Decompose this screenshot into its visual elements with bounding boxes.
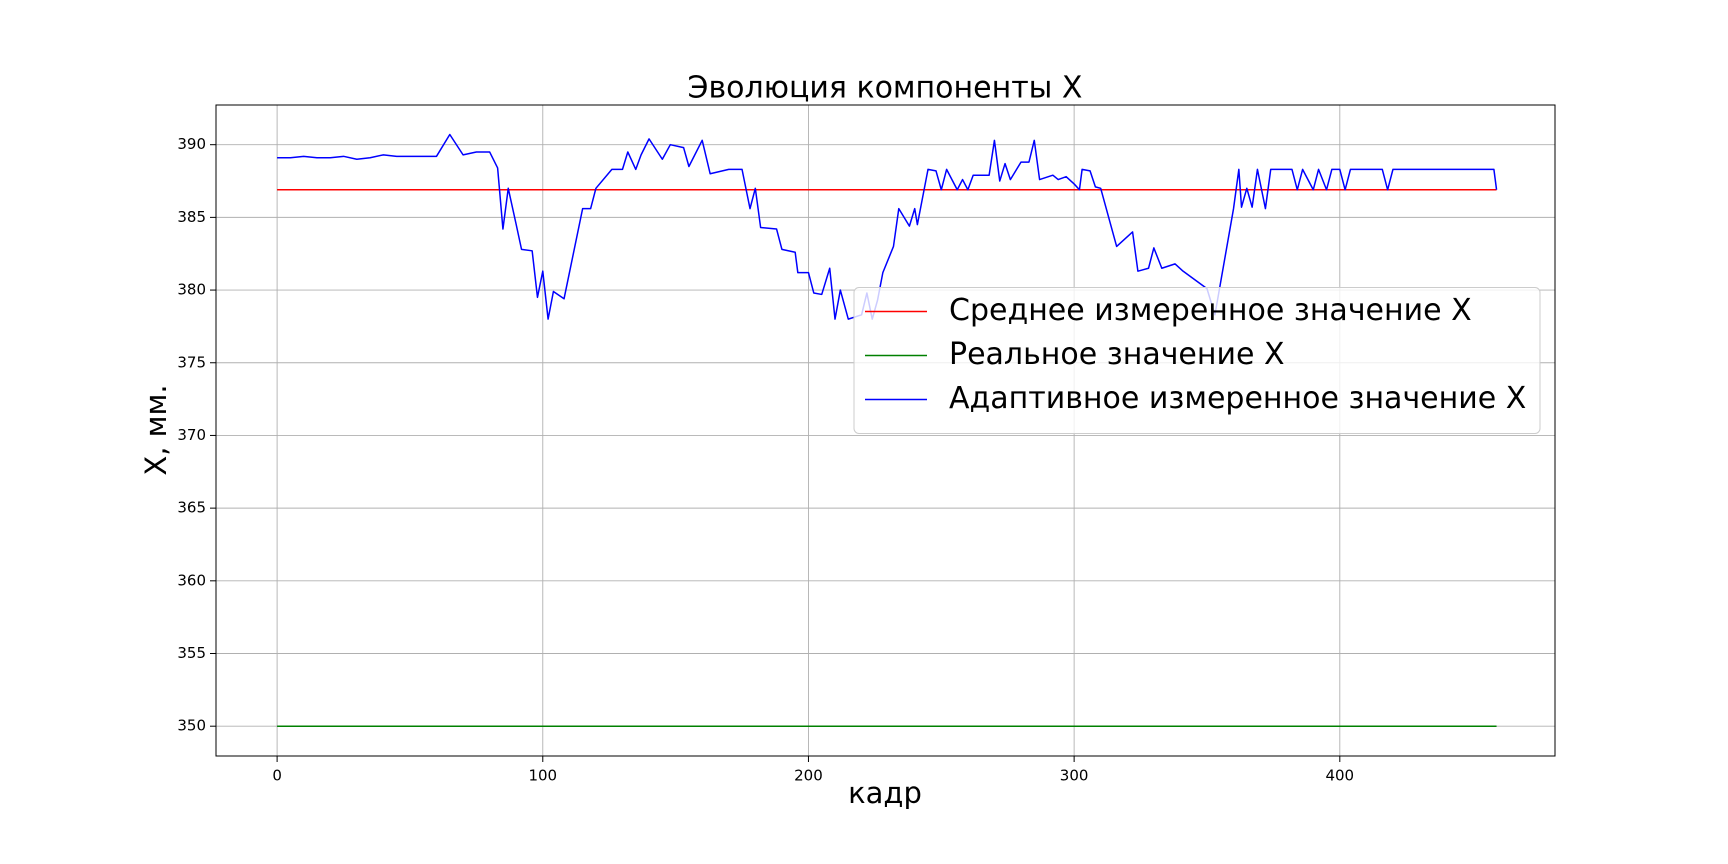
legend-label: Реальное значение X (949, 337, 1285, 372)
axes-frame (215, 104, 1556, 757)
y-tick-label: 360 (177, 571, 206, 589)
y-tick-label: 350 (177, 717, 206, 735)
y-tick-label: 385 (177, 208, 206, 226)
y-tick-label: 390 (177, 135, 206, 153)
x-tick-label: 400 (1325, 767, 1354, 785)
y-axis-label: X, мм. (139, 384, 173, 475)
series-line (277, 133, 1498, 320)
legend-label: Среднее измеренное значение X (949, 293, 1472, 328)
legend: Среднее измеренное значение X Реальное зн… (853, 287, 1541, 434)
y-tick-label: 365 (177, 499, 206, 517)
x-axis-label: кадр (848, 776, 922, 810)
y-tick-label: 380 (177, 281, 206, 299)
x-tick-label: 100 (528, 767, 557, 785)
chart-title: Эволюция компоненты X (688, 71, 1083, 106)
x-tick-label: 200 (794, 767, 823, 785)
y-tick-label: 355 (177, 644, 206, 662)
legend-frame (853, 287, 1541, 434)
legend-label: Адаптивное измеренное значение X (949, 381, 1526, 416)
x-tick-label: 300 (1060, 767, 1089, 785)
x-tick-label: 0 (272, 767, 282, 785)
y-tick-label: 375 (177, 353, 206, 371)
y-tick-label: 370 (177, 426, 206, 444)
